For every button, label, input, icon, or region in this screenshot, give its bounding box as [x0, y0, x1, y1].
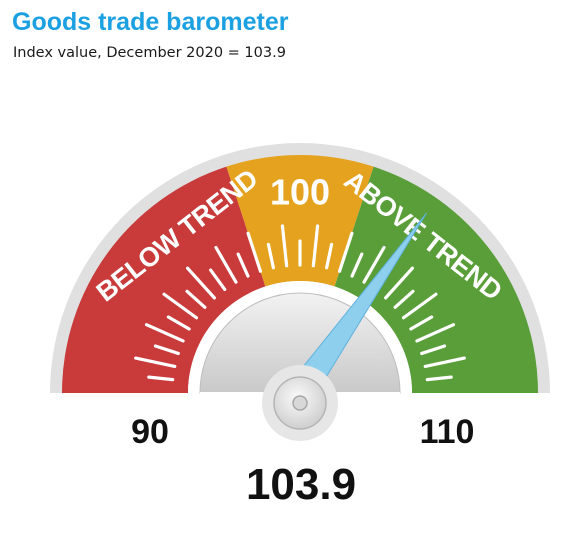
gauge-tick [325, 242, 334, 270]
gauge-zone-below [62, 166, 266, 393]
gauge-tick [420, 344, 447, 356]
gauge-tick [311, 224, 320, 268]
gauge-tick [384, 266, 415, 300]
gauge-tick [337, 231, 354, 273]
gauge-tick [236, 252, 250, 278]
gauge-zone-middle [226, 155, 374, 287]
gauge-tick [423, 356, 466, 368]
gauge-tick [401, 292, 438, 320]
gauge-tick [415, 323, 456, 343]
gauge-tick [134, 356, 177, 368]
gauge-tick [246, 231, 263, 273]
gauge-tick [409, 315, 434, 331]
gauge-tick [153, 344, 180, 356]
chart-title: Goods trade barometer [12, 8, 289, 36]
gauge-tick [350, 252, 364, 278]
gauge-tick [362, 245, 386, 284]
gauge-tick [214, 245, 238, 284]
gauge-tick [162, 292, 199, 320]
gauge-tick [209, 268, 227, 292]
gauge-cap-center [292, 395, 308, 411]
gauge-value-label: 103.9 [246, 460, 356, 509]
gauge-tick [280, 224, 289, 268]
gauge-tick [144, 323, 185, 343]
axis-max-label: 110 [420, 413, 475, 451]
gauge-tick [185, 266, 216, 300]
gauge-tick [266, 242, 275, 270]
gauge-tick [147, 375, 175, 382]
label-100: 100 [270, 172, 330, 213]
gauge-tick [393, 289, 415, 309]
gauge-zone-above [334, 166, 538, 393]
chart-subtitle: Index value, December 2020 = 103.9 [13, 45, 286, 61]
gauge-tick [166, 315, 191, 331]
axis-min-label: 90 [131, 413, 169, 451]
gauge-tick [425, 375, 453, 382]
gauge-tick [185, 289, 207, 309]
